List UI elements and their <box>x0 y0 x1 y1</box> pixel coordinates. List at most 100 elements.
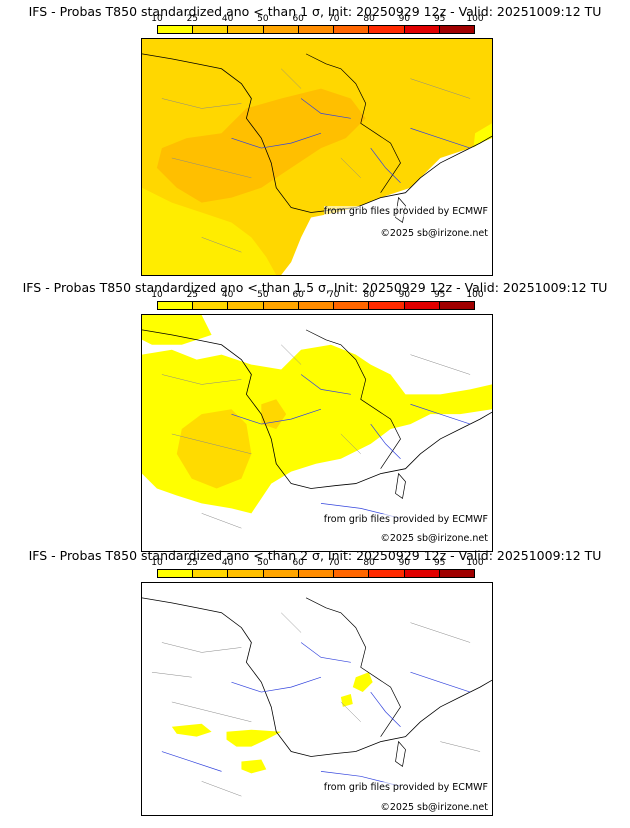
colorbar-tick: 80 <box>363 290 375 300</box>
admin-lines <box>151 612 481 797</box>
prob-area-25-b <box>261 399 287 430</box>
colorbar-tick: 70 <box>328 558 340 568</box>
prob-area-25 <box>176 409 252 489</box>
prob-area-10-alps-b <box>340 694 353 707</box>
colorbar-segment <box>158 26 194 33</box>
coastline <box>142 329 492 489</box>
colorbar-segment <box>404 302 440 309</box>
colorbar-tick: 40 <box>221 558 234 568</box>
panel-title: IFS - Probas T850 standardized ano < tha… <box>28 4 602 19</box>
colorbar-tick: 90 <box>398 14 411 24</box>
colorbar-tick: 100 <box>466 290 484 300</box>
copyright: ©2025 sb@irizone.net <box>380 533 488 544</box>
colorbar-segment <box>228 26 264 33</box>
admin-lines <box>161 344 471 529</box>
colorbar-tick: 90 <box>398 558 411 568</box>
colorbar-tick: 25 <box>186 558 199 568</box>
colorbar-segment <box>158 302 194 309</box>
colorbar-segment <box>158 570 194 577</box>
colorbar-ticks: 10 25 40 50 60 70 80 90 95 100 <box>151 14 483 25</box>
prob-area-25 <box>142 39 492 275</box>
colorbar-tick: 10 <box>151 558 163 568</box>
colorbar-tick: 60 <box>292 558 304 568</box>
colorbar-segment <box>263 570 299 577</box>
colorbar-ticks: 10 25 40 50 60 70 80 90 95 100 <box>151 290 483 301</box>
colorbar-tick: 50 <box>257 558 269 568</box>
prob-area-10-sw-3 <box>241 759 267 774</box>
prob-area-10-alps <box>352 672 373 693</box>
colorbar <box>157 301 475 310</box>
colorbar-tick: 40 <box>221 290 234 300</box>
source-credit: from grib files provided by ECMWF <box>323 514 488 525</box>
colorbar-segment <box>228 570 264 577</box>
colorbar-tick: 25 <box>186 290 199 300</box>
colorbar-segment <box>369 26 405 33</box>
panel-2-sigma: IFS - Probas T850 standardized ano < tha… <box>0 544 630 828</box>
colorbar-tick: 70 <box>328 290 340 300</box>
border <box>305 329 401 469</box>
colorbar-tick: 95 <box>433 290 446 300</box>
colorbar <box>157 569 475 578</box>
coastline <box>142 597 492 757</box>
colorbar-segment <box>369 302 405 309</box>
colorbar-tick: 50 <box>257 14 269 24</box>
colorbar-segment <box>439 570 474 577</box>
admin-lines <box>161 68 471 253</box>
prob-area-10-west <box>142 187 277 275</box>
rivers <box>231 374 471 519</box>
colorbar-segment <box>334 26 370 33</box>
panel-title: IFS - Probas T850 standardized ano < tha… <box>22 280 608 295</box>
colorbar-tick: 70 <box>328 14 340 24</box>
panel-1-sigma: IFS - Probas T850 standardized ano < tha… <box>0 0 630 276</box>
colorbar-tick: 95 <box>433 14 446 24</box>
border <box>305 597 401 737</box>
colorbar-tick: 10 <box>151 14 163 24</box>
colorbar-segment <box>193 302 229 309</box>
colorbar-segment <box>263 26 299 33</box>
colorbar-ticks: 10 25 40 50 60 70 80 90 95 100 <box>151 558 483 569</box>
colorbar-segment <box>439 302 474 309</box>
prob-area-40 <box>156 88 366 203</box>
coastline <box>142 53 492 213</box>
colorbar-tick: 50 <box>257 290 269 300</box>
probability-map <box>141 38 493 276</box>
sea-med-fill <box>380 177 492 275</box>
colorbar-tick: 10 <box>151 290 163 300</box>
panel-1-5-sigma: IFS - Probas T850 standardized ano < tha… <box>0 276 630 552</box>
colorbar-segment <box>228 302 264 309</box>
prob-area-10-nw <box>142 315 212 345</box>
colorbar-segment <box>298 302 335 309</box>
colorbar-tick: 40 <box>221 14 234 24</box>
source-credit: from grib files provided by ECMWF <box>323 782 488 793</box>
colorbar-segment <box>334 570 370 577</box>
colorbar-tick: 90 <box>398 290 411 300</box>
colorbar <box>157 25 475 34</box>
colorbar-segment <box>298 570 335 577</box>
colorbar-segment <box>404 26 440 33</box>
colorbar-tick: 60 <box>292 290 304 300</box>
panel-title: IFS - Probas T850 standardized ano < tha… <box>28 548 602 563</box>
corsica <box>395 740 406 768</box>
prob-area-10-sw-2 <box>226 729 282 747</box>
map-graphic <box>142 315 492 529</box>
colorbar-segment <box>193 26 229 33</box>
copyright: ©2025 sb@irizone.net <box>380 802 488 813</box>
probability-map <box>141 582 493 816</box>
colorbar-tick: 80 <box>363 558 375 568</box>
colorbar-tick: 60 <box>292 14 304 24</box>
copyright: ©2025 sb@irizone.net <box>380 228 488 239</box>
probability-map <box>141 314 493 552</box>
colorbar-segment <box>369 570 405 577</box>
colorbar-segment <box>334 302 370 309</box>
colorbar-tick: 95 <box>433 558 446 568</box>
colorbar-segment <box>193 570 229 577</box>
map-graphic <box>142 39 492 275</box>
colorbar-segment <box>263 302 299 309</box>
source-credit: from grib files provided by ECMWF <box>323 206 488 217</box>
map-graphic <box>142 597 492 797</box>
colorbar-segment <box>404 570 440 577</box>
colorbar-tick: 100 <box>466 14 484 24</box>
rivers <box>161 642 471 787</box>
colorbar-tick: 25 <box>186 14 199 24</box>
colorbar-segment <box>439 26 474 33</box>
